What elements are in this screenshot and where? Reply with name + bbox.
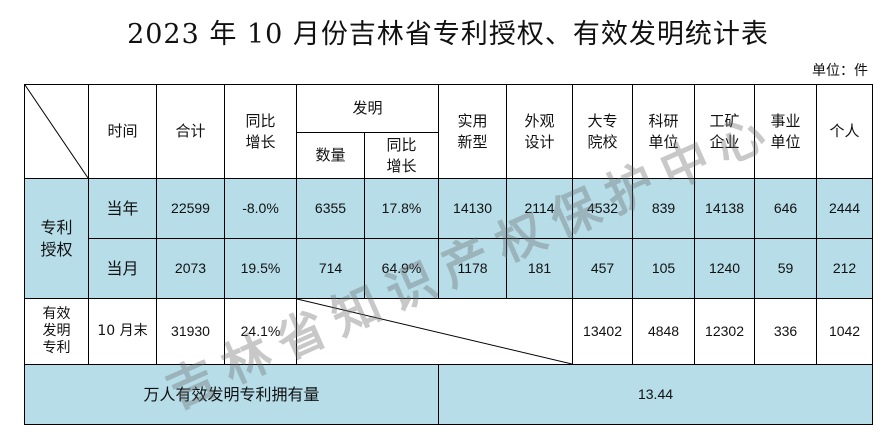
header-inv-count: 数量 — [296, 132, 365, 179]
header-time: 时间 — [88, 84, 157, 179]
row-label: 当月 — [88, 238, 157, 299]
cell-college: 4532 — [572, 178, 634, 239]
header-enterprise: 工矿 企业 — [694, 84, 756, 179]
cell-institution: 646 — [754, 178, 818, 239]
cell-individual: 212 — [816, 238, 874, 299]
header-invention: 发明 — [295, 84, 440, 133]
cell-total: 2073 — [156, 238, 225, 299]
table-row: 有效 发明 专利 10 月末 31930 24.1% 13402 4848 12… — [24, 298, 874, 365]
cell-inv-count: 6355 — [296, 178, 365, 239]
cell-enterprise: 1240 — [694, 238, 756, 299]
cell-total: 22599 — [156, 178, 225, 239]
header-institution: 事业 单位 — [754, 84, 818, 179]
cell-institution: 59 — [754, 238, 818, 299]
cell-yoy: 19.5% — [224, 238, 297, 299]
cell-college: 457 — [572, 238, 634, 299]
diagonal-empty-cell — [295, 298, 574, 365]
cell-total: 31930 — [156, 298, 225, 365]
cell-research: 105 — [632, 238, 696, 299]
table-row: 专利 授权 当年 22599 -8.0% 6355 17.8% 14130 21… — [24, 178, 874, 299]
diagonal-corner-cell — [24, 84, 89, 179]
header-utility: 实用 新型 — [438, 84, 508, 179]
cell-institution: 336 — [754, 298, 818, 365]
header-college: 大专 院校 — [572, 84, 634, 179]
cell-utility: 1178 — [438, 238, 508, 299]
header-design: 外观 设计 — [506, 84, 574, 179]
cell-individual: 2444 — [816, 178, 874, 239]
cell-research: 4848 — [632, 298, 696, 365]
cell-college: 13402 — [572, 298, 634, 365]
cell-enterprise: 14138 — [694, 178, 756, 239]
cell-yoy: -8.0% — [224, 178, 297, 239]
page-title: 2023 年 10 月份吉林省专利授权、有效发明统计表 — [127, 19, 769, 50]
row-label: 当年 — [88, 178, 157, 239]
cell-inv-yoy: 64.9% — [363, 238, 440, 299]
cell-design: 181 — [506, 238, 574, 299]
row-label: 10 月末 — [88, 298, 157, 365]
cell-individual: 1042 — [816, 298, 874, 365]
per-capita-value: 13.44 — [438, 364, 874, 425]
table-row: 当月 2073 19.5% 714 64.9% 1178 181 457 105… — [24, 238, 874, 299]
header-individual: 个人 — [816, 84, 874, 179]
header-research: 科研 单位 — [632, 84, 696, 179]
per-capita-label: 万人有效发明专利拥有量 — [23, 364, 440, 425]
header-inv-yoy: 同比 增长 — [363, 132, 440, 179]
group-patent-grant: 专利 授权 — [24, 178, 89, 299]
table-row: 万人有效发明专利拥有量 13.44 — [23, 364, 874, 425]
cell-research: 839 — [632, 178, 696, 239]
cell-yoy: 24.1% — [224, 298, 297, 365]
unit-label: 单位：件 — [812, 63, 868, 79]
cell-inv-yoy: 17.8% — [363, 178, 440, 239]
header-yoy: 同比 增长 — [224, 84, 297, 179]
cell-utility: 14130 — [438, 178, 508, 239]
stats-table: 时间 合计 同比 增长 发明 实用 新型 外观 设计 大专 院校 科研 单位 工… — [23, 84, 874, 425]
header-total: 合计 — [156, 84, 225, 179]
cell-enterprise: 12302 — [694, 298, 756, 365]
cell-design: 2114 — [506, 178, 574, 239]
group-valid-invention: 有效 发明 专利 — [24, 298, 89, 365]
cell-inv-count: 714 — [296, 238, 365, 299]
